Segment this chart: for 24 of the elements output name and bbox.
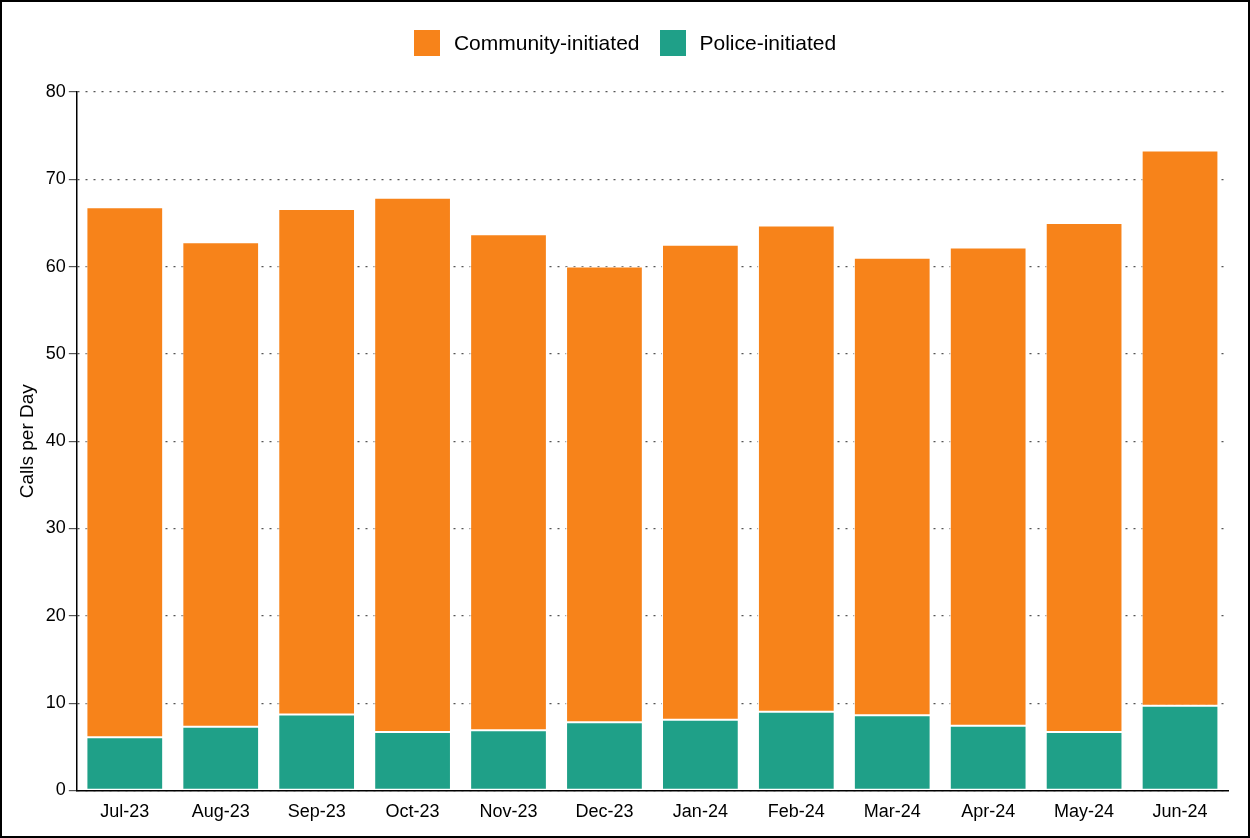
- y-axis-title: Calls per Day: [15, 383, 37, 499]
- x-tick-label: Jun-24: [1152, 801, 1208, 822]
- x-tick-label: Oct-23: [385, 801, 440, 822]
- x-tick-label: Mar-24: [863, 801, 921, 822]
- x-tick-label: Feb-24: [767, 801, 825, 822]
- y-tick-label: 70: [45, 168, 66, 189]
- x-tick-label: Jul-23: [100, 801, 150, 822]
- x-tick-label: Aug-23: [191, 801, 250, 822]
- y-tick-label: 50: [45, 342, 66, 363]
- legend-label: Police-initiated: [699, 31, 837, 55]
- y-tick-label: 30: [45, 517, 66, 538]
- legend-label: Community-initiated: [453, 31, 640, 55]
- y-tick-label: 80: [45, 80, 66, 101]
- x-tick-label: Nov-23: [479, 801, 538, 822]
- x-tick-label: Sep-23: [287, 801, 346, 822]
- y-tick-label: 60: [45, 255, 66, 276]
- y-tick-label: 10: [45, 692, 66, 713]
- x-tick-label: Apr-24: [961, 801, 1016, 822]
- x-tick-label: Jan-24: [672, 801, 728, 822]
- y-tick-label: 20: [45, 604, 66, 625]
- x-tick-label: Dec-23: [575, 801, 634, 822]
- y-tick-label: 0: [55, 779, 66, 800]
- y-tick-label: 40: [45, 430, 66, 451]
- x-tick-label: May-24: [1054, 801, 1115, 822]
